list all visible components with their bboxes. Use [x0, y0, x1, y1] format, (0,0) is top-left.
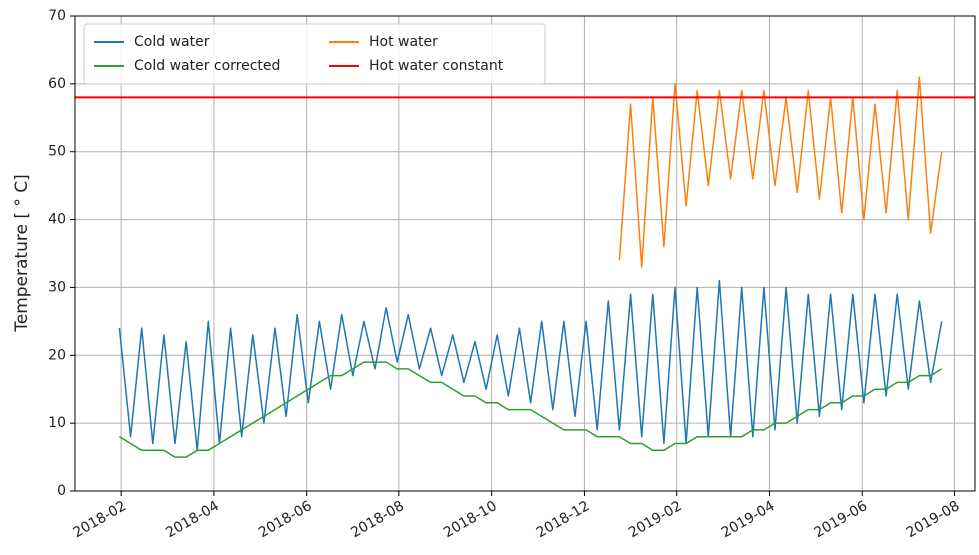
- y-tick-label: 10: [48, 415, 66, 431]
- y-tick-label: 70: [48, 8, 66, 24]
- legend-label: Cold water: [134, 34, 210, 50]
- y-tick-label: 0: [57, 483, 66, 499]
- x-tick-label: 2019-04: [719, 498, 778, 541]
- plot-area: [75, 76, 975, 458]
- legend-box: [83, 23, 546, 85]
- y-tick-label: 40: [48, 212, 66, 228]
- legend-label: Hot water: [369, 34, 438, 50]
- y-tick-label: 60: [48, 76, 66, 92]
- x-tick-label: 2019-02: [626, 498, 685, 541]
- y-axis-label: Temperature [ ° C]: [12, 174, 32, 333]
- series-line: [119, 361, 943, 458]
- legend-label: Cold water corrected: [134, 58, 280, 74]
- x-tick-label: 2018-06: [256, 498, 315, 541]
- x-tick-label: 2018-10: [441, 498, 500, 541]
- plot-frame: [74, 15, 976, 492]
- x-tick-label: 2018-12: [534, 498, 593, 541]
- x-tick-label: 2018-02: [70, 498, 129, 541]
- series-line: [618, 76, 943, 268]
- x-tick-label: 2018-04: [163, 498, 222, 541]
- x-tick-label: 2019-06: [812, 498, 871, 541]
- y-tick-label: 50: [48, 144, 66, 160]
- x-tick-label: 2019-08: [904, 498, 963, 541]
- y-tick-label: 20: [48, 347, 66, 363]
- x-tick-label: 2018-08: [348, 498, 407, 541]
- legend-label: Hot water constant: [369, 58, 504, 74]
- y-tick-label: 30: [48, 279, 66, 295]
- series-line: [118, 279, 943, 452]
